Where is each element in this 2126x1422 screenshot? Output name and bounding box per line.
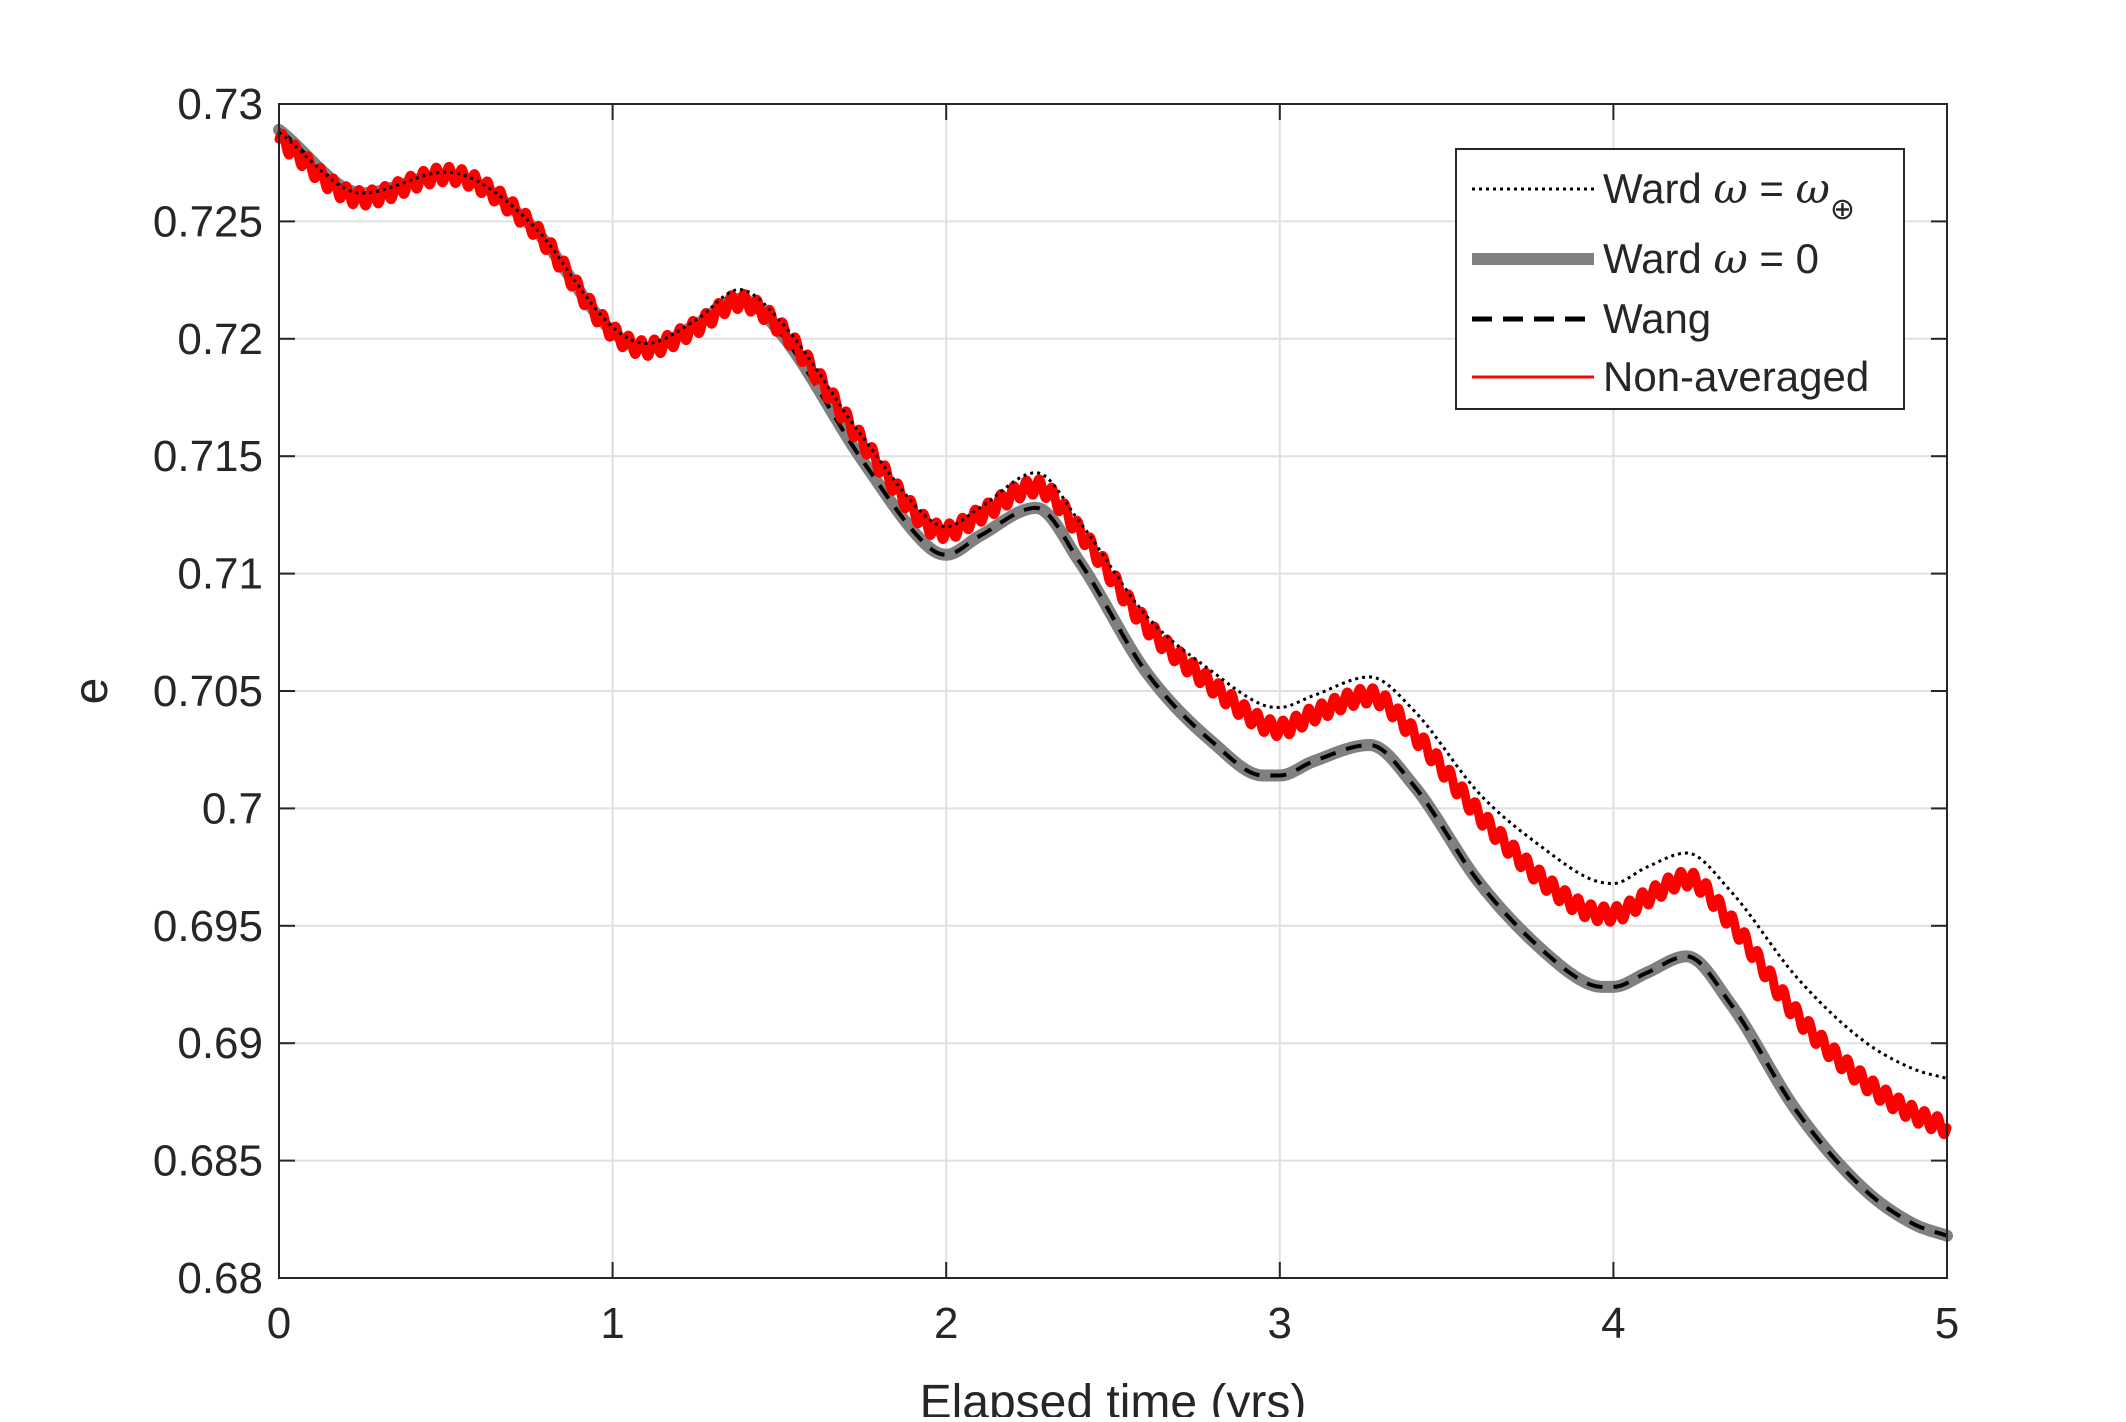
x-axis-label: Elapsed time (yrs) <box>920 1376 1307 1417</box>
y-tick-label: 0.69 <box>177 1019 263 1068</box>
x-tick-label: 5 <box>1935 1299 1959 1348</box>
legend-label-non-averaged: Non-averaged <box>1603 353 1869 400</box>
y-tick-label: 0.725 <box>153 197 263 246</box>
y-tick-label: 0.7 <box>202 784 263 833</box>
x-tick-label: 2 <box>934 1299 958 1348</box>
legend-label-ward-zero: Ward ω = 0 <box>1603 234 1819 283</box>
y-tick-label: 0.695 <box>153 902 263 951</box>
x-tick-label: 3 <box>1268 1299 1292 1348</box>
series-layer <box>273 123 1953 1242</box>
y-tick-label: 0.715 <box>153 432 263 481</box>
legend-label-wang: Wang <box>1603 295 1711 342</box>
legend-box <box>1455 148 1905 410</box>
tick-layer: 0 1 2 3 4 5 0.68 0.685 0.69 0.695 0.7 0.705 0.71 0.71… <box>153 80 1959 1348</box>
x-tick-label: 0 <box>267 1299 291 1348</box>
y-tick-label: 0.73 <box>177 80 263 129</box>
grid-layer <box>279 104 1947 1278</box>
y-axis-label: e <box>65 678 118 705</box>
series-line-non-averaged <box>274 128 1952 1140</box>
y-tick-label: 0.68 <box>177 1254 263 1303</box>
y-tick-label: 0.685 <box>153 1137 263 1186</box>
legend: Ward ω = ω⊕ Ward ω = 0 Wang Non-averaged <box>1455 148 1905 410</box>
x-tick-label: 1 <box>600 1299 624 1348</box>
y-tick-label: 0.705 <box>153 667 263 716</box>
y-tick-label: 0.72 <box>177 315 263 364</box>
x-tick-label: 4 <box>1601 1299 1625 1348</box>
y-tick-label: 0.71 <box>177 550 263 599</box>
legend-label-ward-earth: Ward ω = ω⊕ <box>1603 164 1855 226</box>
